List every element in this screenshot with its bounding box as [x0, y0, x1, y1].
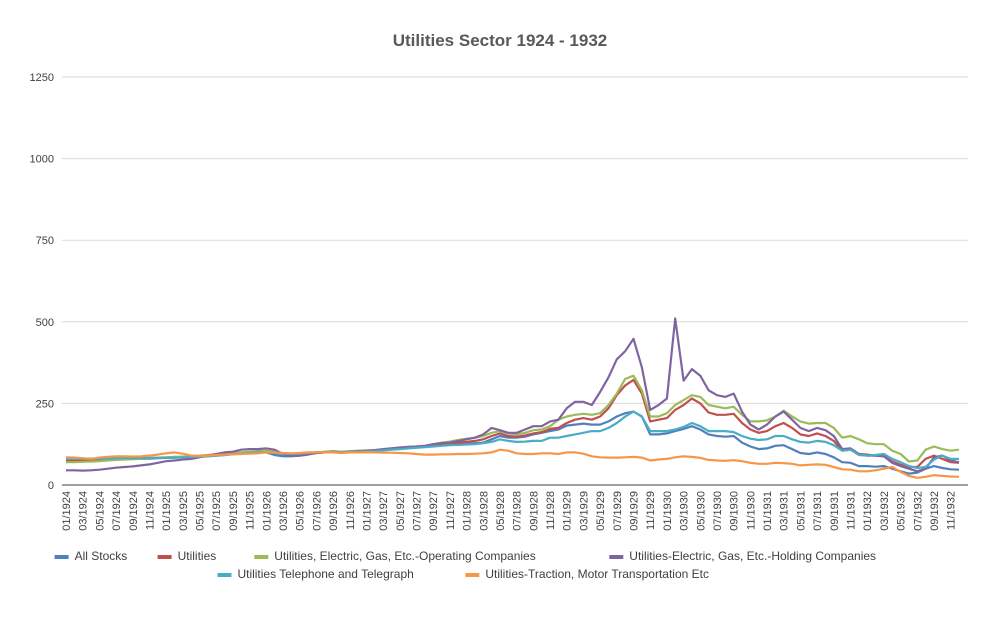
series-lines	[65, 317, 960, 479]
x-tick-label: 11/1929	[645, 491, 657, 530]
x-tick-label: 09/1932	[929, 491, 941, 531]
legend: All Stocks Utilities Utilities, Electric, …	[54, 549, 876, 581]
x-tick-label: 09/1924	[128, 491, 140, 531]
legend-swatch	[609, 555, 624, 559]
chart-title: Utilities Sector 1924 - 1932	[393, 31, 608, 50]
legend-swatch	[465, 573, 480, 577]
y-tick-label: 500	[36, 317, 54, 329]
x-tick-label: 01/1924	[61, 491, 73, 531]
x-tick-label: 01/1930	[662, 491, 674, 531]
x-tick-label: 07/1931	[812, 491, 824, 531]
x-tick-label: 05/1926	[295, 491, 307, 531]
x-axis-ticks: 01/1924 03/1924 05/1924 07/1924 09/1924 11/19…	[61, 491, 958, 531]
x-tick-label: 01/1925	[161, 491, 173, 531]
x-tick-label: 03/1927	[378, 491, 390, 531]
x-tick-label: 11/1924	[144, 491, 156, 530]
legend-item: Utilities, Electric, Gas, Etc.-Operating…	[254, 549, 536, 563]
y-tick-label: 1000	[30, 154, 54, 166]
gridlines	[62, 76, 968, 404]
series-line-3	[66, 317, 960, 473]
x-tick-label: 09/1931	[829, 491, 841, 531]
x-tick-label: 03/1929	[578, 491, 590, 531]
legend-swatch	[254, 555, 269, 559]
legend-label: Utilities-Traction, Motor Transportation…	[485, 567, 709, 581]
x-tick-label: 03/1932	[879, 491, 891, 531]
x-tick-label: 11/1932	[946, 491, 958, 530]
series-line-4	[66, 410, 959, 470]
legend-label: Utilities Telephone and Telegraph	[237, 567, 413, 581]
x-tick-label: 03/1926	[278, 491, 290, 531]
legend-item: Utilities Telephone and Telegraph	[217, 567, 414, 581]
x-tick-label: 03/1924	[78, 491, 90, 531]
legend-label: Utilities-Electric, Gas, Etc.-Holding Co…	[629, 549, 876, 563]
series-line-5	[65, 448, 960, 479]
x-tick-label: 11/1925	[245, 491, 257, 530]
y-tick-label: 750	[36, 235, 54, 247]
x-tick-label: 07/1925	[211, 491, 223, 531]
legend-item: Utilities	[157, 549, 217, 563]
x-tick-label: 11/1927	[445, 491, 457, 530]
x-tick-label: 03/1925	[178, 491, 190, 531]
x-tick-label: 09/1925	[228, 491, 240, 531]
x-tick-label: 09/1926	[328, 491, 340, 531]
x-tick-label: 07/1930	[712, 491, 724, 531]
x-tick-label: 03/1930	[679, 491, 691, 531]
x-tick-label: 05/1931	[795, 491, 807, 531]
x-tick-label: 07/1926	[311, 491, 323, 531]
x-tick-label: 05/1930	[695, 491, 707, 531]
x-tick-label: 01/1931	[762, 491, 774, 531]
x-tick-label: 11/1931	[846, 491, 858, 530]
legend-item: All Stocks	[54, 549, 128, 563]
x-tick-label: 05/1929	[595, 491, 607, 531]
y-tick-label: 1250	[30, 72, 54, 84]
x-tick-label: 01/1932	[862, 491, 874, 531]
x-tick-label: 07/1932	[912, 491, 924, 531]
x-tick-label: 11/1930	[745, 491, 757, 530]
x-tick-label: 07/1927	[412, 491, 424, 531]
legend-item: Utilities-Traction, Motor Transportation…	[465, 567, 709, 581]
x-tick-label: 03/1928	[478, 491, 490, 531]
x-tick-label: 05/1924	[94, 491, 106, 531]
legend-item: Utilities-Electric, Gas, Etc.-Holding Co…	[609, 549, 876, 563]
x-tick-label: 01/1927	[361, 491, 373, 531]
series-line-2	[66, 374, 960, 464]
x-tick-label: 07/1924	[111, 491, 123, 531]
x-tick-label: 09/1927	[428, 491, 440, 531]
x-tick-label: 09/1930	[729, 491, 741, 531]
x-tick-label: 11/1926	[345, 491, 357, 530]
x-tick-label: 09/1928	[528, 491, 540, 531]
x-tick-label: 03/1931	[779, 491, 791, 531]
x-tick-label: 01/1926	[261, 491, 273, 531]
x-tick-label: 05/1932	[896, 491, 908, 531]
y-tick-label: 250	[36, 398, 54, 410]
x-tick-label: 01/1928	[462, 491, 474, 531]
x-tick-label: 05/1927	[395, 491, 407, 531]
x-tick-label: 11/1928	[545, 491, 557, 530]
x-tick-label: 07/1928	[512, 491, 524, 531]
legend-swatch	[217, 573, 232, 577]
legend-label: All Stocks	[75, 549, 128, 563]
x-tick-label: 05/1925	[195, 491, 207, 531]
x-tick-label: 05/1928	[495, 491, 507, 531]
x-tick-label: 07/1929	[612, 491, 624, 531]
legend-swatch	[157, 555, 172, 559]
y-tick-label: 0	[48, 480, 54, 492]
x-tick-label: 01/1929	[562, 491, 574, 531]
legend-label: Utilities, Electric, Gas, Etc.-Operating…	[274, 549, 535, 563]
legend-swatch	[54, 555, 69, 559]
x-tick-label: 09/1929	[629, 491, 641, 531]
y-axis-ticks: 0 250 500 750 1000 1250	[30, 72, 54, 492]
legend-label: Utilities	[178, 549, 217, 563]
